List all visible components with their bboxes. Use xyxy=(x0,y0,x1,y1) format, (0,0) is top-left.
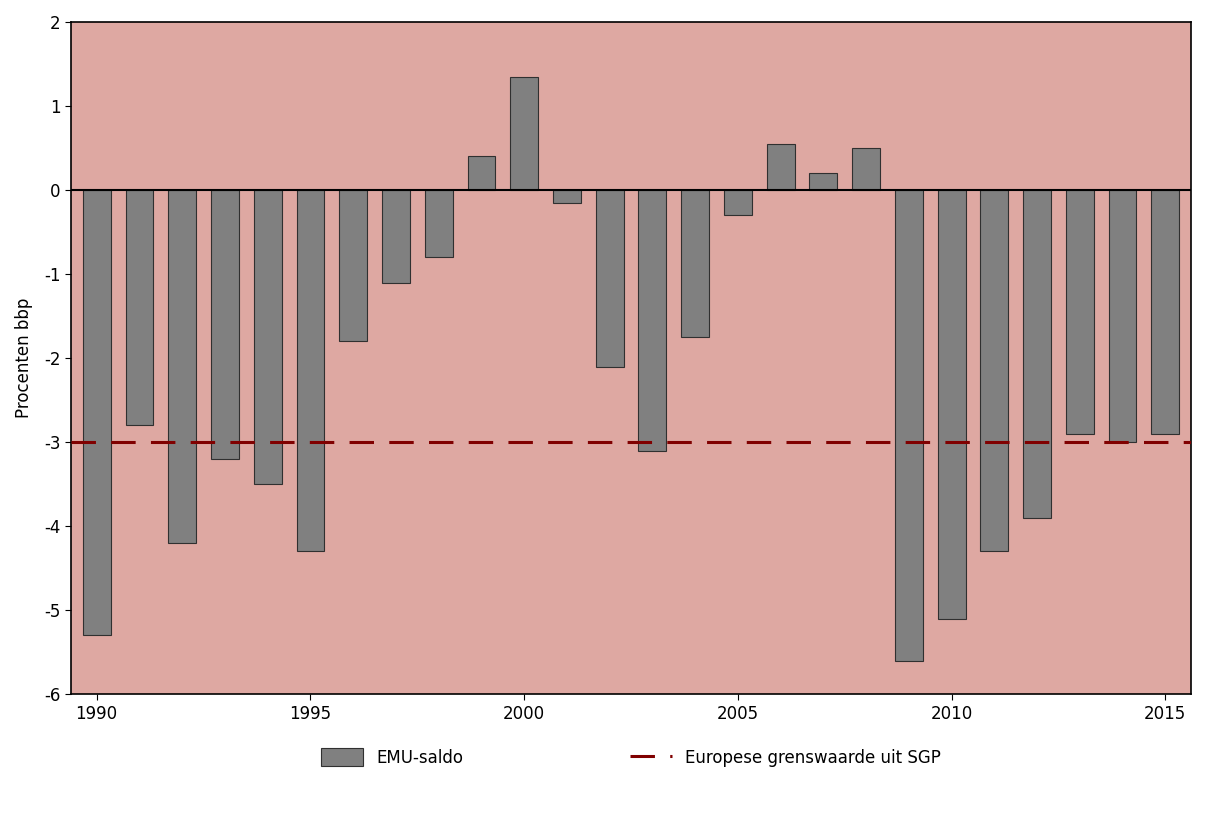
Bar xyxy=(853,148,880,190)
Bar xyxy=(211,190,239,459)
Bar xyxy=(425,190,452,257)
Bar xyxy=(468,156,496,190)
Bar xyxy=(1152,190,1179,434)
Bar xyxy=(1108,190,1136,442)
Bar xyxy=(510,77,538,190)
Bar xyxy=(339,190,367,342)
Bar xyxy=(767,144,795,190)
Bar xyxy=(125,190,153,425)
Bar xyxy=(1023,190,1050,518)
Bar xyxy=(382,190,410,283)
Legend: EMU-saldo, Europese grenswaarde uit SGP: EMU-saldo, Europese grenswaarde uit SGP xyxy=(321,748,941,767)
Bar xyxy=(938,190,966,619)
Bar xyxy=(809,174,837,190)
Y-axis label: Procenten bbp: Procenten bbp xyxy=(14,298,33,418)
Bar xyxy=(169,190,197,543)
Bar xyxy=(980,190,1008,552)
Bar xyxy=(83,190,111,635)
Bar xyxy=(724,190,751,215)
Bar xyxy=(1066,190,1094,434)
Bar xyxy=(681,190,709,337)
Bar xyxy=(297,190,324,552)
Bar xyxy=(596,190,624,366)
Bar xyxy=(895,190,923,661)
Bar xyxy=(554,190,581,203)
Bar xyxy=(253,190,281,484)
Bar xyxy=(638,190,666,451)
